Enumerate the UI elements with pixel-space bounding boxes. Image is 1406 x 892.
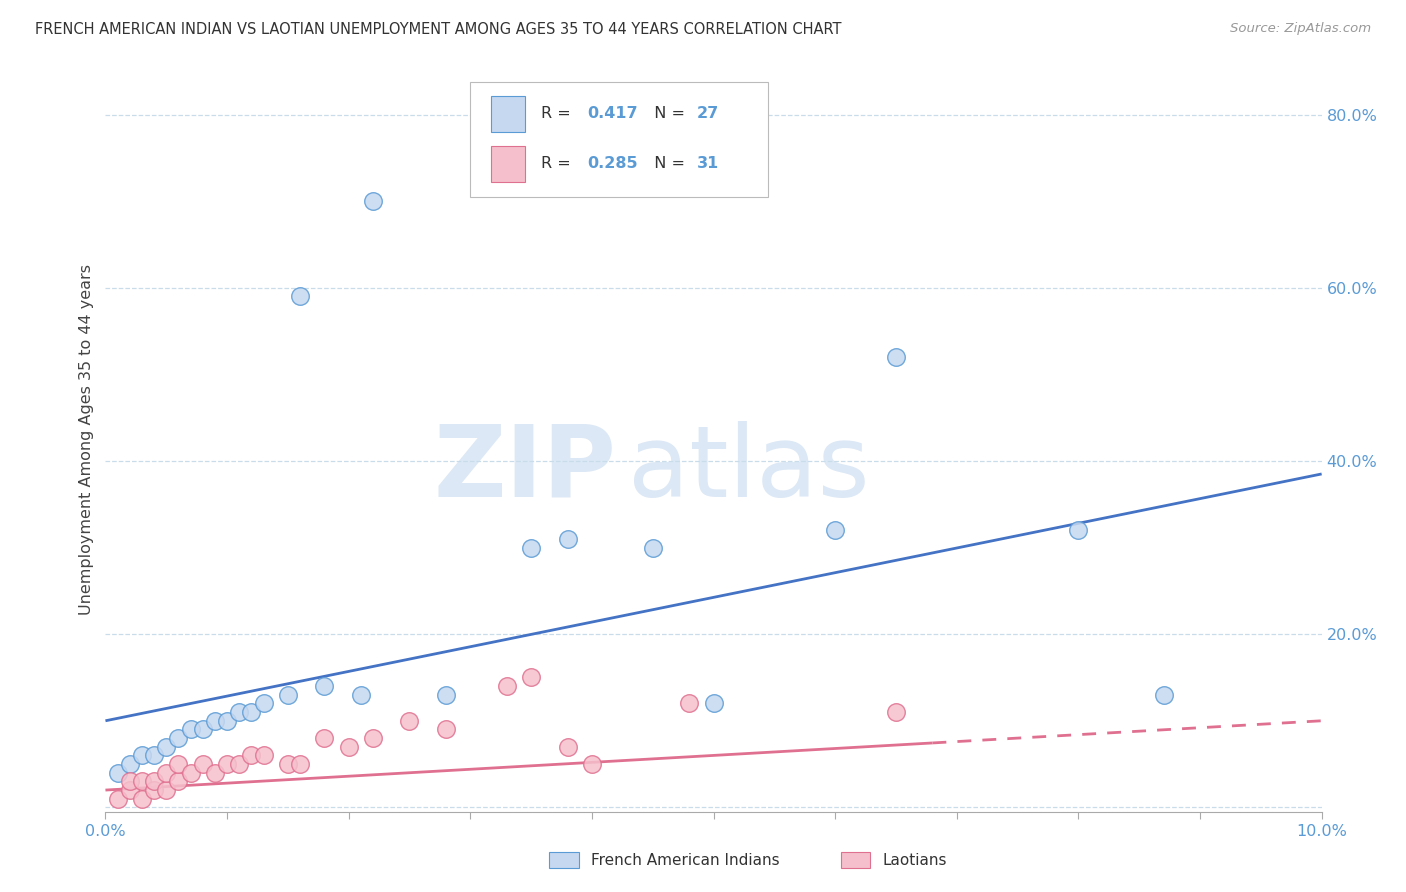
Point	[581, 757, 603, 772]
Point	[167, 757, 190, 772]
Point	[228, 757, 250, 772]
Text: 0.417: 0.417	[588, 106, 638, 121]
Point	[240, 748, 263, 763]
Point	[180, 765, 202, 780]
FancyBboxPatch shape	[491, 96, 524, 132]
Point	[824, 523, 846, 537]
Point	[155, 765, 177, 780]
Point	[191, 723, 214, 737]
Point	[495, 679, 517, 693]
Point	[155, 739, 177, 754]
Point	[217, 714, 239, 728]
Point	[191, 757, 214, 772]
Point	[557, 739, 579, 754]
Point	[131, 748, 153, 763]
Point	[131, 774, 153, 789]
Point	[252, 748, 274, 763]
Point	[314, 731, 336, 745]
Text: R =: R =	[541, 106, 575, 121]
Point	[143, 748, 166, 763]
Y-axis label: Unemployment Among Ages 35 to 44 years: Unemployment Among Ages 35 to 44 years	[79, 264, 94, 615]
Point	[240, 705, 263, 719]
Point	[1067, 523, 1090, 537]
Point	[288, 289, 311, 303]
Text: N =: N =	[644, 106, 690, 121]
Point	[702, 697, 725, 711]
Point	[167, 774, 190, 789]
Point	[107, 791, 129, 805]
Point	[350, 688, 373, 702]
Text: atlas: atlas	[628, 421, 870, 517]
Point	[1153, 688, 1175, 702]
Text: Source: ZipAtlas.com: Source: ZipAtlas.com	[1230, 22, 1371, 36]
Point	[884, 705, 907, 719]
Point	[118, 757, 141, 772]
Point	[155, 783, 177, 797]
Point	[641, 541, 664, 555]
Point	[520, 671, 543, 685]
Point	[434, 688, 457, 702]
FancyBboxPatch shape	[470, 82, 768, 197]
Text: 27: 27	[696, 106, 718, 121]
Point	[398, 714, 420, 728]
Point	[131, 791, 153, 805]
Point	[118, 783, 141, 797]
Text: French American Indians: French American Indians	[591, 853, 779, 868]
Text: 31: 31	[696, 156, 718, 171]
Point	[434, 723, 457, 737]
Point	[361, 194, 384, 208]
Point	[361, 731, 384, 745]
Point	[204, 765, 226, 780]
Point	[288, 757, 311, 772]
Point	[143, 774, 166, 789]
Point	[520, 541, 543, 555]
FancyBboxPatch shape	[841, 852, 870, 868]
Point	[167, 731, 190, 745]
Text: ZIP: ZIP	[433, 421, 616, 517]
Text: N =: N =	[644, 156, 690, 171]
Text: R =: R =	[541, 156, 575, 171]
Point	[217, 757, 239, 772]
FancyBboxPatch shape	[491, 146, 524, 182]
Point	[143, 783, 166, 797]
Point	[884, 350, 907, 364]
Point	[252, 697, 274, 711]
Text: 0.285: 0.285	[588, 156, 638, 171]
Point	[180, 723, 202, 737]
Point	[228, 705, 250, 719]
Point	[314, 679, 336, 693]
Point	[118, 774, 141, 789]
Point	[277, 688, 299, 702]
Point	[277, 757, 299, 772]
Point	[557, 532, 579, 546]
Point	[107, 765, 129, 780]
FancyBboxPatch shape	[550, 852, 578, 868]
Point	[678, 697, 700, 711]
Text: FRENCH AMERICAN INDIAN VS LAOTIAN UNEMPLOYMENT AMONG AGES 35 TO 44 YEARS CORRELA: FRENCH AMERICAN INDIAN VS LAOTIAN UNEMPL…	[35, 22, 842, 37]
Text: Laotians: Laotians	[883, 853, 948, 868]
Point	[337, 739, 360, 754]
Point	[204, 714, 226, 728]
